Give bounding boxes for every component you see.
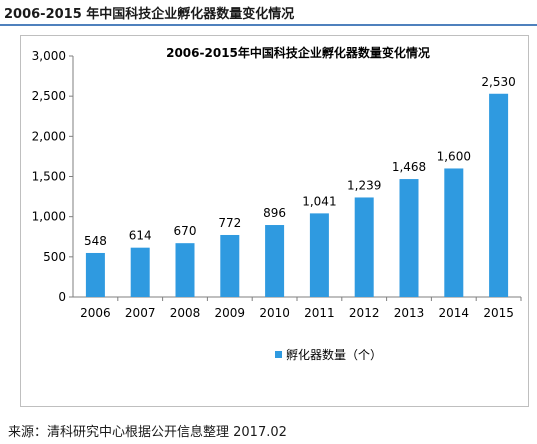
x-tick-label: 2007 — [125, 306, 156, 320]
x-tick-label: 2015 — [483, 306, 514, 320]
page-title: 2006-2015 年中国科技企业孵化器数量变化情况 — [4, 7, 295, 22]
legend-label: 孵化器数量（个） — [286, 347, 382, 362]
data-label: 1,041 — [302, 194, 336, 208]
x-tick-label: 2012 — [349, 306, 380, 320]
y-tick-label: 2,000 — [32, 129, 66, 143]
data-label: 2,530 — [481, 75, 515, 89]
y-tick-label: 0 — [58, 290, 66, 304]
bar — [354, 197, 374, 297]
data-label: 548 — [84, 234, 107, 248]
x-tick-label: 2006 — [80, 306, 111, 320]
bar — [265, 225, 285, 297]
data-label: 896 — [263, 206, 286, 220]
y-tick-label: 3,000 — [32, 49, 66, 63]
x-tick-label: 2014 — [439, 306, 470, 320]
bar — [220, 234, 240, 297]
data-label: 1,468 — [392, 160, 426, 174]
data-label: 1,239 — [347, 178, 381, 192]
bar — [489, 93, 509, 297]
data-label: 614 — [129, 229, 152, 243]
bar — [444, 168, 464, 297]
x-tick-label: 2008 — [170, 306, 201, 320]
chart-frame: 2006-2015年中国科技企业孵化器数量变化情况 0 500 1,000 1,500 2… — [20, 35, 529, 407]
bar — [399, 179, 419, 297]
bar — [85, 252, 105, 297]
bar — [130, 247, 150, 297]
bar-chart: 2006-2015年中国科技企业孵化器数量变化情况 0 500 1,000 1,500 2… — [32, 45, 522, 362]
y-tick-label: 1,000 — [32, 210, 66, 224]
y-tick-label: 2,500 — [32, 89, 66, 103]
x-tick-label: 2013 — [394, 306, 425, 320]
title-divider — [0, 24, 537, 26]
y-tick-label: 500 — [43, 250, 66, 264]
x-tick-label: 2009 — [215, 306, 246, 320]
chart-title: 2006-2015年中国科技企业孵化器数量变化情况 — [166, 45, 430, 60]
source-note: 来源：清科研究中心根据公开信息整理 2017.02 — [8, 425, 287, 440]
y-tick-label: 1,500 — [32, 170, 66, 184]
bar — [309, 213, 329, 297]
data-label: 772 — [218, 216, 241, 230]
data-label: 670 — [174, 224, 197, 238]
legend-swatch — [275, 351, 282, 358]
data-label: 1,600 — [437, 149, 471, 163]
x-tick-label: 2010 — [259, 306, 290, 320]
x-tick-label: 2011 — [304, 306, 335, 320]
bar — [175, 243, 195, 297]
